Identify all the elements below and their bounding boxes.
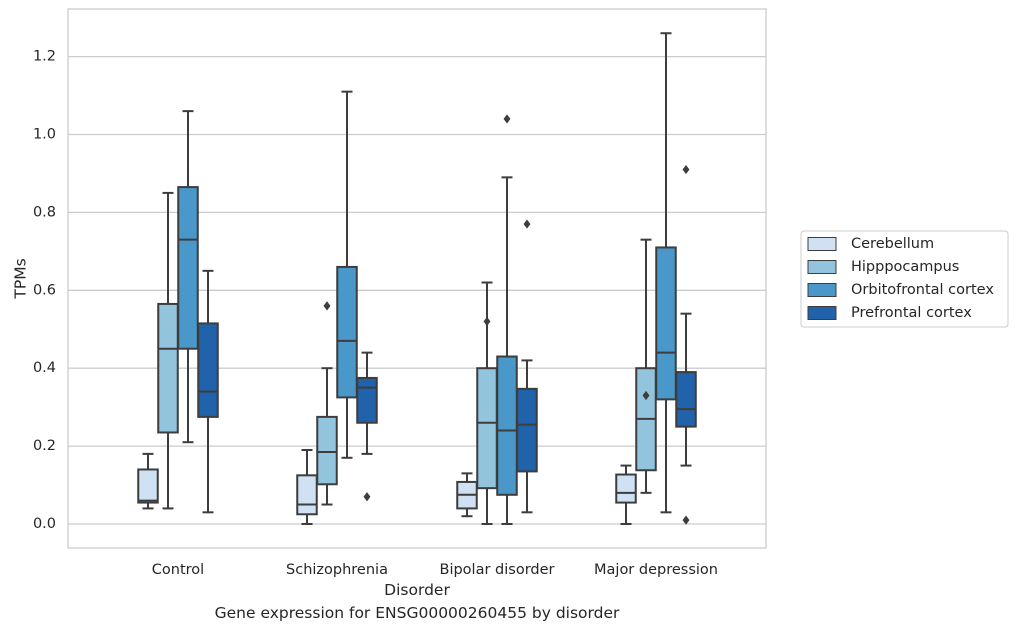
box-cerebellum <box>456 472 478 518</box>
legend-swatch <box>807 283 837 297</box>
box-orbitofrontal-cortex <box>336 90 358 459</box>
box-iqr <box>157 302 179 434</box>
outlier-point <box>363 492 371 502</box>
box-iqr <box>675 371 697 428</box>
legend-label: Prefrontal cortex <box>851 305 972 321</box>
y-tick-label: 0.2 <box>33 438 56 454</box>
box-orbitofrontal-cortex <box>177 110 199 444</box>
legend-label: Orbitofrontal cortex <box>851 282 994 298</box>
x-tick-label: Bipolar disorder <box>440 562 555 578</box>
outlier-point <box>323 301 331 311</box>
y-tick-label: 0.0 <box>33 516 56 532</box>
legend: Cerebellum Hipppocampus Orbitofrontal cort… <box>800 230 1009 328</box>
y-tick-label: 1.0 <box>33 127 56 143</box>
legend-swatch <box>807 306 837 320</box>
box-hipppocampus <box>476 281 498 525</box>
outlier-point <box>523 219 531 229</box>
box-orbitofrontal-cortex <box>655 32 677 514</box>
x-tick-label: Control <box>152 562 204 578</box>
plot-frame <box>67 8 767 549</box>
box-iqr <box>516 387 538 473</box>
box-prefrontal-cortex <box>675 164 697 525</box>
box-cerebellum <box>137 452 159 510</box>
y-tick-label: 0.6 <box>33 282 56 298</box>
box-hipppocampus <box>316 301 338 506</box>
outlier-point <box>682 164 690 175</box>
outlier-point <box>682 515 690 525</box>
box-hipppocampus <box>635 238 657 494</box>
box-iqr <box>615 473 637 504</box>
box-cerebellum <box>296 448 318 525</box>
y-axis-title: TPMs <box>12 258 30 299</box>
box-iqr <box>476 367 498 490</box>
figure-caption: Gene expression for ENSG00000260455 by d… <box>214 604 620 622</box>
legend-frame <box>800 230 1009 328</box>
box-iqr <box>137 468 159 504</box>
legend-label: Cerebellum <box>851 236 934 252</box>
box-iqr <box>316 415 338 486</box>
x-tick-labels: Control Schizophrenia Bipolar disorder Majo… <box>152 562 718 578</box>
x-axis-title: Disorder <box>384 581 450 599</box>
boxes <box>137 32 697 525</box>
box-iqr <box>356 376 378 424</box>
box-iqr <box>197 322 219 418</box>
legend-swatch <box>807 237 837 251</box>
box-iqr <box>177 186 199 350</box>
y-tick-label: 0.8 <box>33 204 56 220</box>
y-tick-labels: 0.0 0.2 0.4 0.6 0.8 1.0 1.2 <box>33 49 56 532</box>
x-tick-label: Major depression <box>594 562 718 578</box>
y-tick-label: 1.2 <box>33 49 56 65</box>
box-hipppocampus <box>157 191 179 510</box>
outlier-point <box>483 316 491 327</box>
y-tick-label: 0.4 <box>33 360 56 376</box>
x-tick-label: Schizophrenia <box>286 562 388 578</box>
outlier-point <box>503 114 511 124</box>
outlier-point <box>642 390 650 401</box>
box-prefrontal-cortex <box>516 219 538 514</box>
box-cerebellum <box>615 464 637 525</box>
box-iqr <box>496 355 518 496</box>
box-iqr <box>655 246 677 401</box>
box-iqr <box>296 474 318 516</box>
box-orbitofrontal-cortex <box>496 114 518 525</box>
box-prefrontal-cortex <box>197 269 219 514</box>
legend-swatch <box>807 260 837 274</box>
box-iqr <box>336 265 358 399</box>
legend-label: Hipppocampus <box>851 259 959 275</box>
box-prefrontal-cortex <box>356 351 378 502</box>
